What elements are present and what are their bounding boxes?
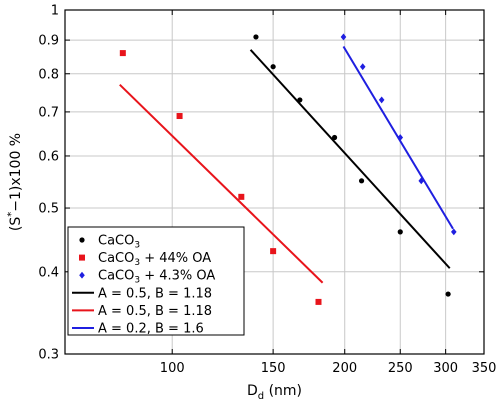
y-axis-label: (S*−1)x100 %	[6, 133, 24, 231]
plot-frame	[64, 9, 485, 355]
axis-labels: Dd (nm) (S*−1)x100 %	[6, 133, 302, 402]
x-tick-label: 150	[261, 361, 286, 376]
x-tick-label: 300	[433, 361, 458, 376]
series-0-point-2	[297, 97, 303, 103]
legend-line-label-0: A = 0.5, B = 1.18	[98, 286, 212, 301]
y-tick-label: 0.3	[38, 348, 59, 363]
legend-entry-2: CaCO3 + 4.3% OA	[98, 269, 215, 286]
series-1-point-1	[176, 113, 183, 120]
series-0-point-5	[397, 229, 403, 235]
series-2-point-5	[450, 228, 457, 236]
series-0-point-4	[358, 178, 365, 184]
legend-entry-1: CaCO3 + 44% OA	[98, 251, 211, 268]
legend-marker-2	[79, 271, 85, 279]
y-tick-label: 0.4	[38, 265, 59, 280]
fit-line-0	[249, 49, 451, 269]
y-tick-label: 0.9	[38, 34, 59, 49]
series-2-point-2	[378, 96, 385, 104]
series-2-point-4	[418, 177, 425, 185]
y-tick-label: 0.6	[38, 149, 59, 164]
x-tick-label: 200	[332, 361, 357, 376]
series-0-point-3	[331, 134, 338, 141]
x-tick-label: 250	[388, 361, 413, 376]
y-tick-label: 0.7	[38, 105, 59, 120]
series-0-point-6	[445, 291, 451, 297]
x-axis-label: Dd (nm)	[247, 383, 302, 402]
series-2-point-3	[397, 134, 404, 141]
series-1-point-0	[119, 50, 126, 57]
legend-marker-1	[79, 254, 85, 261]
markers	[119, 33, 457, 305]
legend-line-label-1: A = 0.5, B = 1.18	[98, 304, 212, 319]
series-0-point-1	[270, 64, 276, 70]
ticks: 100 150 200 250 300 350 0.3 0.4 0.5 0.6 0.7 0.8 0.9 1	[38, 4, 496, 377]
legend-entry-0: CaCO3	[98, 234, 140, 251]
legend-line-label-2: A = 0.2, B = 1.6	[98, 322, 204, 337]
series-0-point-0	[253, 34, 259, 40]
legend-marker-0	[79, 237, 85, 243]
series-2-point-1	[359, 63, 366, 71]
series-2-point-0	[340, 33, 347, 41]
x-tick-label: 350	[472, 361, 497, 376]
y-tick-label: 0.5	[38, 202, 59, 217]
y-tick-label: 1	[51, 4, 59, 19]
series-1-point-3	[270, 248, 277, 255]
x-tick-label: 100	[160, 361, 185, 376]
series-1-point-2	[238, 193, 245, 200]
y-tick-label: 0.8	[38, 67, 59, 82]
series-1-point-4	[315, 298, 322, 305]
fit-line-1	[119, 83, 324, 284]
legend-box	[67, 226, 245, 336]
